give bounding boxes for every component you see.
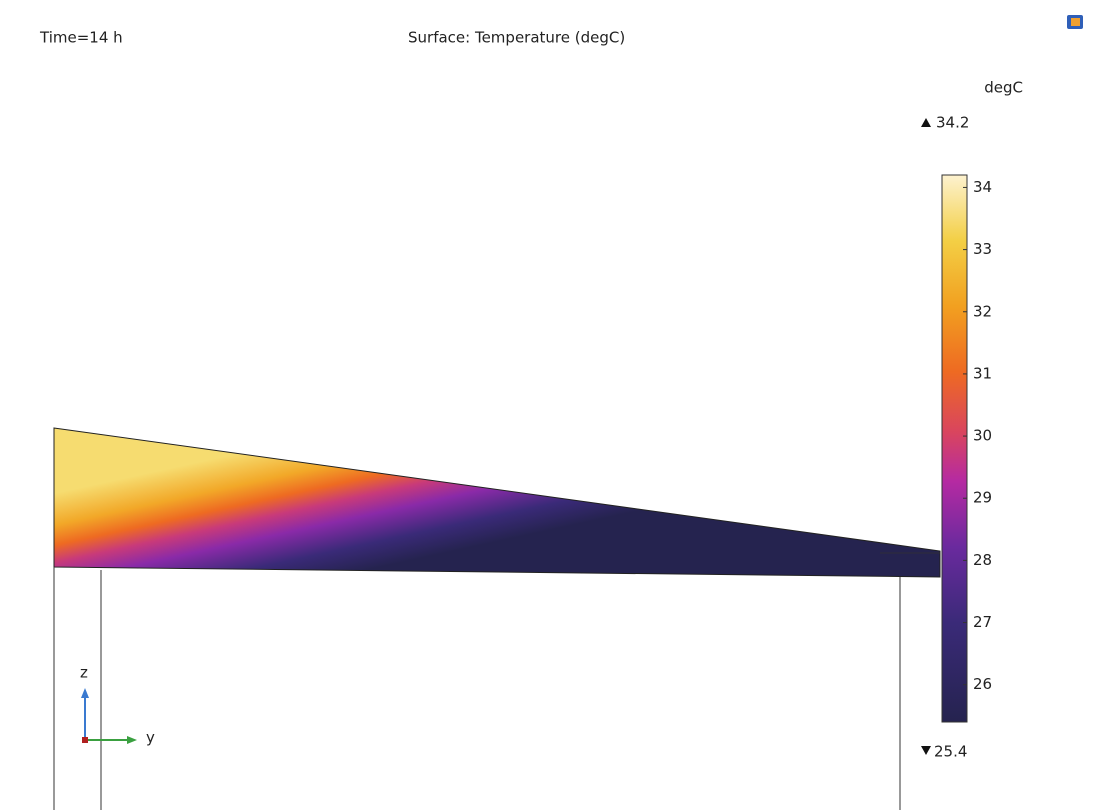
- axis-triad: z y: [80, 664, 155, 747]
- max-marker: [921, 118, 931, 127]
- geometry-frame: [53, 567, 901, 810]
- colorbar-tick-label: 31: [973, 364, 992, 382]
- colorbar-tick-label: 29: [973, 489, 992, 507]
- triad-y: y: [146, 729, 155, 747]
- colorbar-tick-label: 30: [973, 427, 992, 445]
- colorbar-tick-label: 33: [973, 240, 992, 258]
- min-marker: [921, 746, 931, 755]
- colorbar-tick-label: 26: [973, 675, 992, 693]
- colorbar-unit: degC: [984, 79, 1023, 97]
- colorbar-tick-label: 27: [973, 613, 992, 631]
- toolbar-icon[interactable]: [1067, 15, 1083, 29]
- colorbar: [941, 174, 968, 723]
- colorbar-tick-label: 34: [973, 178, 992, 196]
- colorbar-tick-label: 28: [973, 551, 992, 569]
- triad-z: z: [80, 664, 88, 682]
- colorbar-max: 34.2: [936, 114, 969, 132]
- colorbar-min: 25.4: [934, 743, 967, 761]
- time-label: Time=14 h: [39, 29, 123, 47]
- plot-title: Surface: Temperature (degC): [408, 29, 625, 47]
- surface: [53, 427, 941, 578]
- colorbar-tick-label: 32: [973, 302, 992, 320]
